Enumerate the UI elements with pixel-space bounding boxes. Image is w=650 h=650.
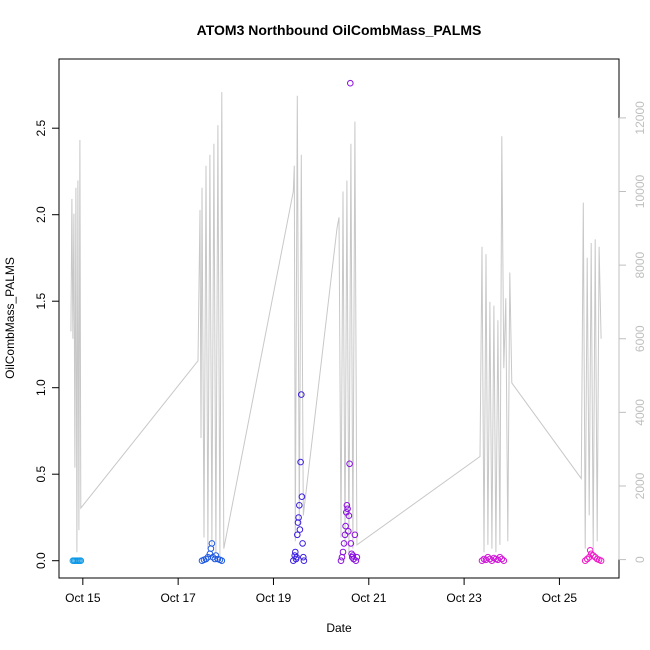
y2-tick-label: 12000 xyxy=(633,101,647,135)
data-point xyxy=(211,555,219,563)
y-axis: 0.0 0.5 1.0 1.5 2.0 2.5 xyxy=(34,120,60,569)
data-point xyxy=(296,526,304,533)
x-axis-label: Date xyxy=(326,621,352,635)
y-axis-label: OilCombMass_PALMS xyxy=(3,257,17,379)
data-point xyxy=(208,540,216,547)
x-tick-label: Oct 25 xyxy=(542,591,578,605)
data-point xyxy=(352,557,360,565)
data-point xyxy=(347,79,354,87)
secondary-line-layer xyxy=(70,92,602,556)
data-point xyxy=(345,512,353,520)
x-tick-label: Oct 19 xyxy=(256,591,292,605)
y2-tick-label: 10000 xyxy=(633,175,647,209)
data-point xyxy=(202,555,210,563)
data-point xyxy=(344,505,351,513)
x-tick-label: Oct 17 xyxy=(160,591,196,605)
data-point xyxy=(300,553,307,561)
data-point xyxy=(343,502,351,509)
data-point xyxy=(597,557,605,565)
data-point xyxy=(581,557,589,565)
y2-tick-label: 8000 xyxy=(633,251,647,278)
points-layer xyxy=(69,79,605,565)
data-point xyxy=(500,557,508,565)
y2-tick-label: 4000 xyxy=(633,399,647,426)
data-point xyxy=(589,552,597,559)
data-point xyxy=(587,550,595,558)
data-point xyxy=(338,553,346,561)
y-tick-label: 2.5 xyxy=(34,120,48,137)
y2-tick-label: 0 xyxy=(633,556,647,563)
data-point xyxy=(296,502,303,509)
data-point xyxy=(484,553,492,561)
x-tick-label: Oct 21 xyxy=(351,591,387,605)
y2-tick-label: 6000 xyxy=(633,325,647,352)
y-tick-label: 1.5 xyxy=(34,293,48,310)
data-point xyxy=(347,540,355,547)
y-tick-label: 0.5 xyxy=(34,466,48,483)
data-point xyxy=(345,528,352,535)
data-point xyxy=(478,557,486,565)
data-point xyxy=(586,547,594,554)
data-point xyxy=(300,557,308,565)
data-point xyxy=(341,531,349,539)
data-point xyxy=(294,531,301,539)
data-point xyxy=(299,540,306,547)
data-point xyxy=(292,548,299,556)
y2-tick-label: 2000 xyxy=(633,472,647,499)
data-point xyxy=(204,553,212,561)
data-point xyxy=(340,540,348,547)
data-point xyxy=(298,493,306,501)
data-point xyxy=(583,555,591,563)
data-point xyxy=(293,553,300,561)
data-point xyxy=(337,557,345,565)
plot-frame xyxy=(58,58,620,579)
data-point xyxy=(353,553,361,561)
data-point xyxy=(212,552,220,559)
data-point xyxy=(339,548,347,556)
y-tick-label: 0.0 xyxy=(34,552,48,569)
secondary-series-line xyxy=(70,92,602,556)
y-tick-label: 1.0 xyxy=(34,379,48,396)
x-tick-label: Oct 15 xyxy=(65,591,101,605)
data-point xyxy=(349,552,357,559)
y2-axis: 0 2000 4000 6000 8000 10000 12000 xyxy=(618,101,647,563)
y-tick-label: 2.0 xyxy=(34,206,48,223)
x-axis: Oct 15 Oct 17 Oct 19 Oct 21 Oct 23 Oct 25 xyxy=(65,577,578,605)
x-tick-label: Oct 23 xyxy=(446,591,482,605)
chart-title: ATOM3 Northbound OilCombMass_PALMS xyxy=(197,22,482,38)
data-point xyxy=(351,531,359,539)
data-point xyxy=(346,460,353,468)
data-point xyxy=(218,557,226,565)
data-point xyxy=(207,545,215,552)
data-point xyxy=(496,553,504,561)
data-point xyxy=(498,555,506,563)
data-point xyxy=(77,557,85,565)
data-point xyxy=(295,514,302,521)
data-point xyxy=(297,458,304,466)
data-point xyxy=(298,391,305,398)
data-point xyxy=(291,552,299,559)
data-point xyxy=(342,522,349,530)
